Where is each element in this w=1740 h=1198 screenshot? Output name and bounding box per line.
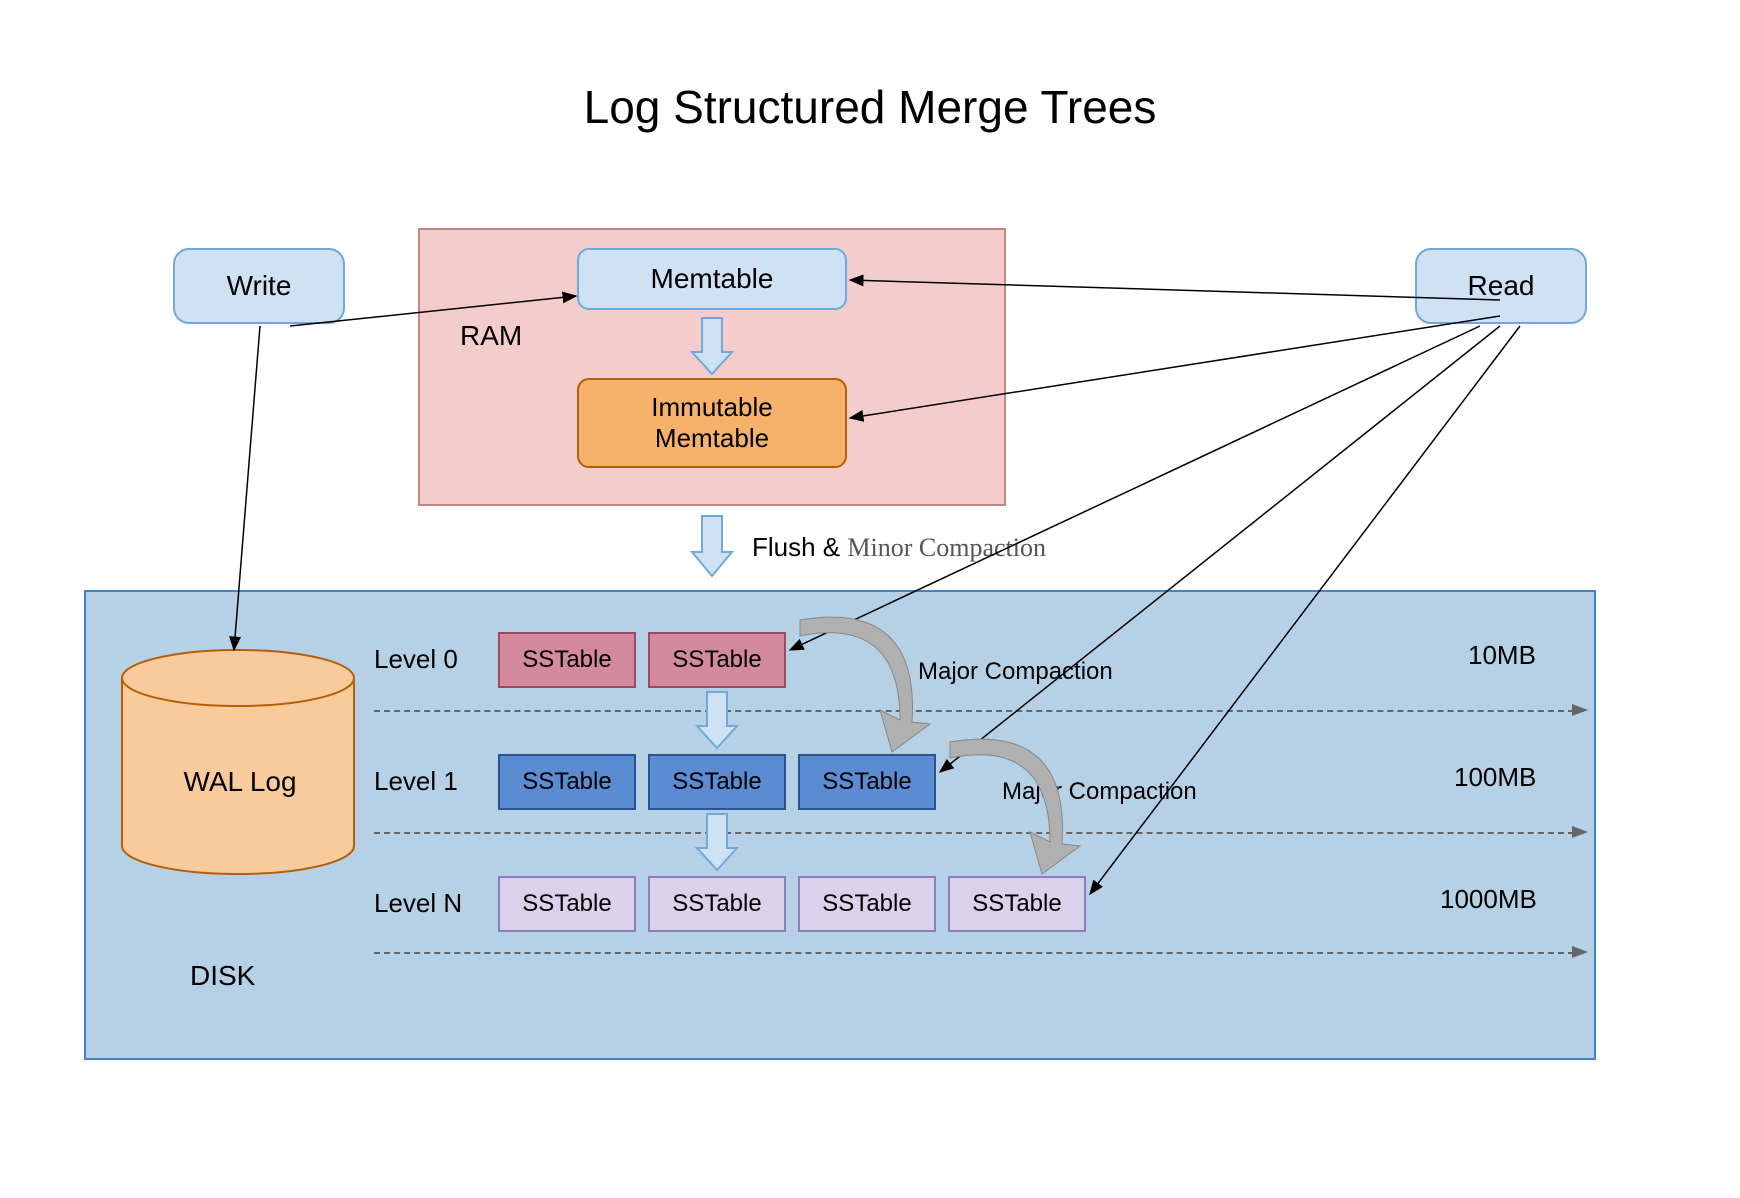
sstable-ln-2: SSTable [798, 876, 936, 932]
divider-2 [374, 952, 1584, 954]
down-arrow-immutable-disk [692, 516, 732, 576]
read-label: Read [1468, 270, 1535, 302]
level1-size: 100MB [1454, 762, 1536, 793]
disk-region [84, 590, 1596, 1060]
disk-label: DISK [190, 960, 255, 992]
level0-label: Level 0 [374, 644, 458, 675]
leveln-size: 1000MB [1440, 884, 1537, 915]
divider-1 [374, 832, 1584, 834]
sstable-l0-0: SSTable [498, 632, 636, 688]
diagram-canvas: Log Structured Merge Trees RAM DISK Writ… [0, 0, 1740, 1198]
major-compaction-0: Major Compaction [918, 658, 1113, 686]
leveln-label: Level N [374, 888, 462, 919]
sstable-ln-0: SSTable [498, 876, 636, 932]
sstable-l1-2: SSTable [798, 754, 936, 810]
immutable-memtable-node: Immutable Memtable [577, 378, 847, 468]
level1-label: Level 1 [374, 766, 458, 797]
memtable-label: Memtable [651, 263, 774, 295]
read-node: Read [1415, 248, 1587, 324]
sstable-ln-1: SSTable [648, 876, 786, 932]
major-compaction-1: Major Compaction [1002, 778, 1197, 806]
sstable-ln-3: SSTable [948, 876, 1086, 932]
divider-0 [374, 710, 1584, 712]
ram-label: RAM [460, 320, 522, 352]
diagram-title: Log Structured Merge Trees [0, 80, 1740, 134]
sstable-l1-1: SSTable [648, 754, 786, 810]
sstable-l0-1: SSTable [648, 632, 786, 688]
memtable-node: Memtable [577, 248, 847, 310]
flush-label: Flush & Minor Compaction [752, 532, 1046, 563]
immutable-label: Immutable Memtable [651, 392, 772, 454]
wal-label: WAL Log [170, 766, 310, 798]
write-node: Write [173, 248, 345, 324]
sstable-l1-0: SSTable [498, 754, 636, 810]
write-label: Write [227, 270, 292, 302]
level0-size: 10MB [1468, 640, 1536, 671]
